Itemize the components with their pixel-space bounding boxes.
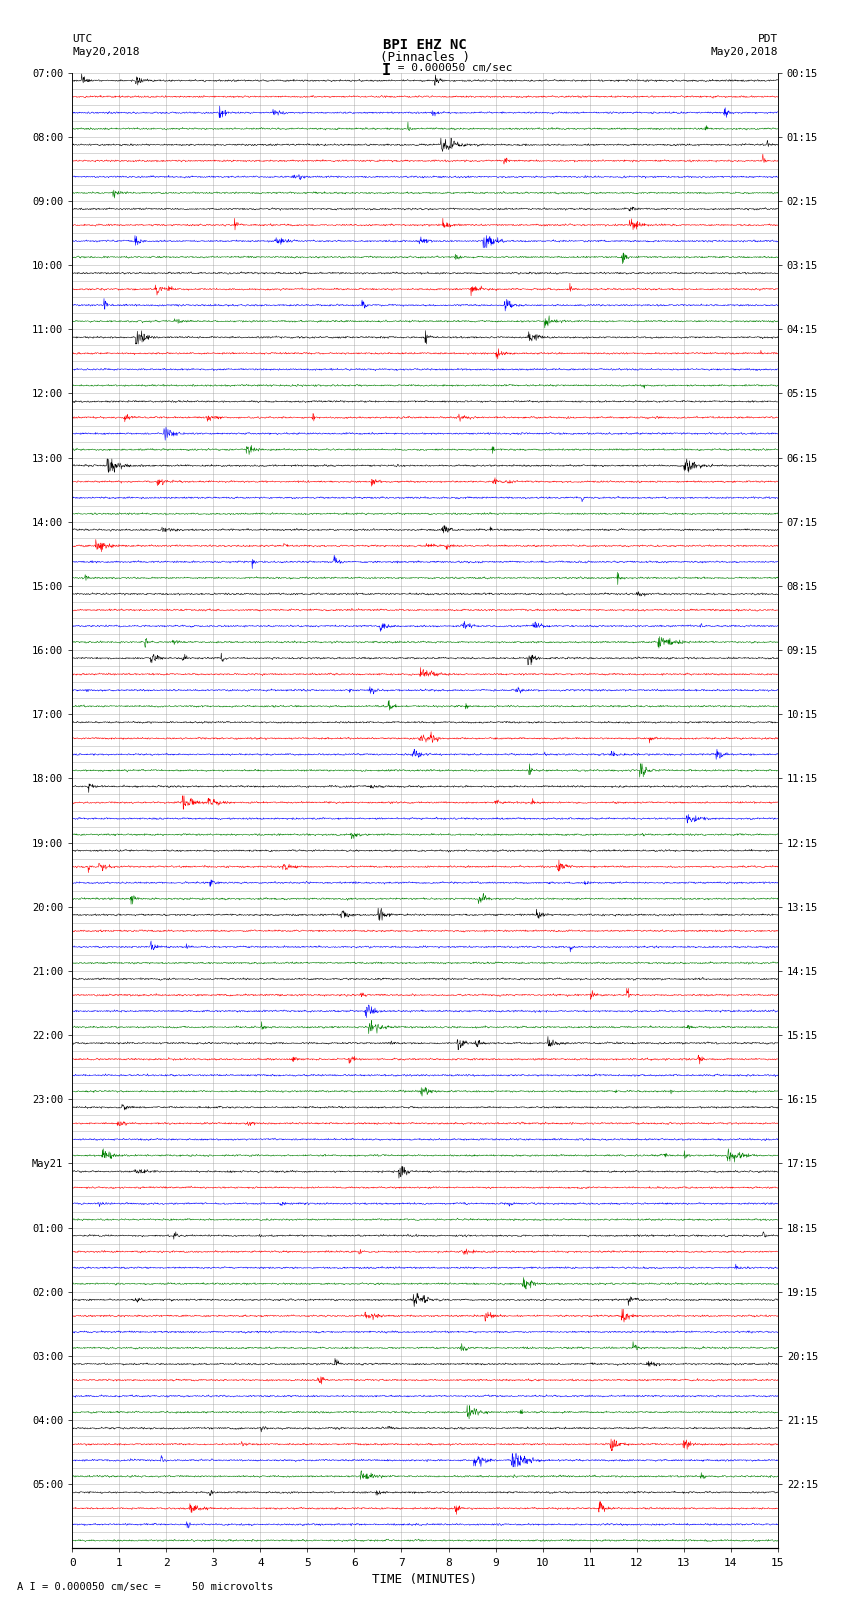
Text: BPI EHZ NC: BPI EHZ NC xyxy=(383,37,467,52)
Text: May20,2018: May20,2018 xyxy=(711,47,778,56)
Text: May20,2018: May20,2018 xyxy=(72,47,139,56)
X-axis label: TIME (MINUTES): TIME (MINUTES) xyxy=(372,1573,478,1586)
Text: PDT: PDT xyxy=(757,34,778,44)
Text: UTC: UTC xyxy=(72,34,93,44)
Text: A I = 0.000050 cm/sec =     50 microvolts: A I = 0.000050 cm/sec = 50 microvolts xyxy=(17,1582,273,1592)
Text: = 0.000050 cm/sec: = 0.000050 cm/sec xyxy=(391,63,513,73)
Text: (Pinnacles ): (Pinnacles ) xyxy=(380,50,470,65)
Text: I: I xyxy=(382,63,391,77)
